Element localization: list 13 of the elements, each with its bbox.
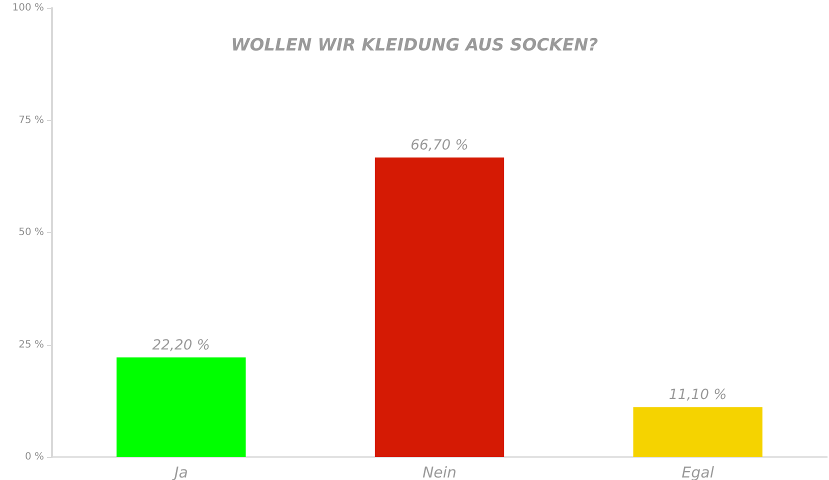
- y-tick-label: 100 %: [12, 2, 44, 14]
- data-label: 11,10 %: [668, 387, 727, 404]
- y-tick-label: 25 %: [18, 339, 44, 350]
- bar: [633, 407, 762, 457]
- text: WOLLEN WIR KLEIDUNG AUS SOCKEN?: [230, 36, 598, 56]
- bar: [116, 357, 246, 457]
- x-tick-label: Nein: [422, 464, 457, 480]
- y-tick-label: 0 %: [24, 452, 44, 462]
- y-tick-label: 75 %: [18, 114, 44, 126]
- y-tick-label: 50 %: [18, 227, 44, 238]
- data-label: 66,70 %: [410, 138, 468, 154]
- bar: [374, 158, 504, 457]
- data-label: 22,20 %: [152, 337, 210, 354]
